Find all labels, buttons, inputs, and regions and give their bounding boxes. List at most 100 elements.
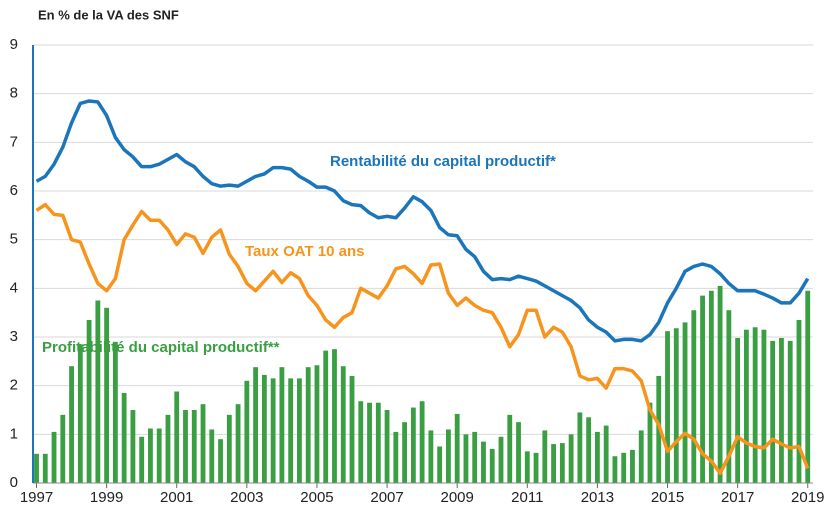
- bar: [340, 366, 346, 483]
- bar: [551, 444, 556, 483]
- bar: [367, 402, 372, 483]
- bar: [787, 340, 793, 483]
- bar: [612, 456, 618, 483]
- bar: [472, 431, 478, 483]
- x-tick-label: 2011: [511, 489, 543, 506]
- bar: [481, 441, 486, 483]
- bar: [621, 452, 627, 483]
- bar: [402, 422, 408, 483]
- y-tick-label: 2: [10, 377, 18, 394]
- series-label: Profitabilité du capital productif**: [42, 339, 280, 356]
- bar: [261, 374, 267, 483]
- chart-title: En % de la VA des SNF: [38, 7, 179, 22]
- y-tick-label: 5: [10, 231, 18, 248]
- bar: [148, 428, 153, 483]
- bar: [726, 310, 732, 483]
- bar: [393, 431, 399, 483]
- bar: [183, 410, 188, 483]
- bar: [437, 446, 443, 483]
- x-tick-label: 2009: [440, 489, 473, 506]
- bar: [358, 401, 364, 483]
- bar: [717, 285, 723, 483]
- bar: [410, 407, 416, 483]
- bar: [691, 310, 697, 483]
- bar: [279, 367, 285, 483]
- bar: [594, 431, 600, 483]
- bar: [200, 404, 206, 483]
- x-tick-label: 2013: [581, 489, 614, 506]
- bar: [454, 413, 460, 483]
- bar: [489, 448, 495, 483]
- x-tick-label: 2003: [230, 489, 263, 506]
- bar: [638, 430, 644, 483]
- y-tick-label: 3: [10, 328, 18, 345]
- bar: [42, 453, 48, 483]
- bar: [796, 319, 802, 483]
- bar: [507, 414, 513, 483]
- bar: [77, 344, 83, 483]
- bar: [446, 429, 451, 483]
- bar: [647, 402, 653, 483]
- line: [35, 99, 810, 343]
- bar: [779, 337, 784, 483]
- bar: [463, 434, 469, 483]
- bar: [130, 410, 136, 483]
- bar: [577, 412, 583, 483]
- bar: [209, 429, 215, 483]
- bar: [323, 350, 329, 483]
- bar: [314, 365, 320, 483]
- bar: [121, 392, 127, 483]
- x-tick-label: 2019: [791, 489, 824, 506]
- bar: [770, 340, 776, 483]
- line: [35, 202, 810, 476]
- bar: [104, 307, 110, 483]
- bar: [349, 375, 355, 483]
- bar: [270, 378, 276, 483]
- bar: [568, 434, 574, 483]
- bar: [805, 290, 811, 483]
- y-tick-label: 8: [10, 85, 18, 102]
- bar: [51, 431, 57, 483]
- bar: [516, 422, 521, 483]
- bar: [165, 414, 171, 483]
- bar: [586, 417, 592, 483]
- bar: [665, 331, 670, 483]
- bar: [288, 378, 294, 483]
- bar: [86, 319, 92, 483]
- series-label: Rentabilité du capital productif*: [330, 153, 556, 170]
- bar: [174, 391, 180, 483]
- bar: [112, 341, 118, 483]
- bar: [542, 430, 548, 483]
- x-tick-label: 2007: [370, 489, 403, 506]
- bar: [139, 436, 145, 483]
- bar: [630, 449, 635, 483]
- bar: [673, 328, 679, 483]
- x-tick-label: 1999: [90, 489, 123, 506]
- y-tick-label: 7: [10, 133, 18, 150]
- bar: [524, 451, 530, 483]
- bar: [533, 452, 539, 483]
- y-tick-label: 6: [10, 182, 18, 199]
- series-label: Taux OAT 10 ans: [245, 243, 364, 260]
- bar: [235, 404, 241, 483]
- bar: [156, 428, 162, 483]
- y-tick-label: 9: [10, 36, 18, 53]
- x-tick-label: 2015: [651, 489, 684, 506]
- bar: [253, 367, 259, 483]
- bar: [332, 349, 337, 483]
- bar: [244, 380, 250, 483]
- bar: [226, 414, 232, 483]
- bar: [682, 322, 688, 483]
- bar: [60, 414, 66, 483]
- bar: [218, 439, 223, 483]
- bar: [559, 443, 565, 483]
- bar: [297, 378, 302, 483]
- bar: [34, 453, 39, 483]
- bar: [95, 300, 101, 483]
- bar: [419, 401, 425, 483]
- bar: [69, 366, 74, 483]
- bar: [735, 337, 741, 483]
- y-tick-label: 4: [10, 279, 18, 296]
- bar: [191, 410, 197, 483]
